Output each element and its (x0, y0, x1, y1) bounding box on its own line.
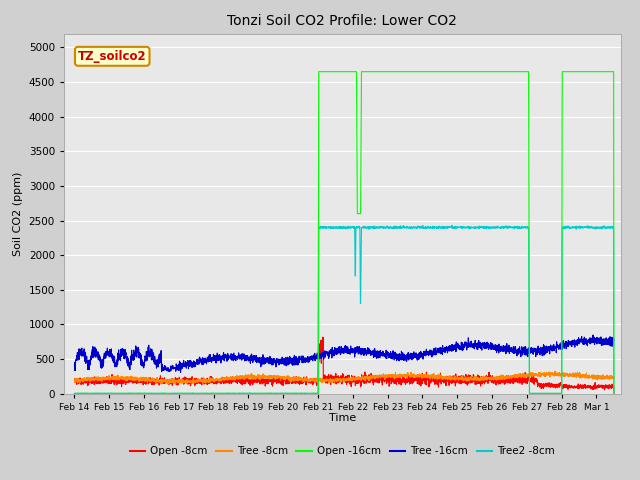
X-axis label: Time: Time (329, 413, 356, 423)
Legend: Open -8cm, Tree -8cm, Open -16cm, Tree -16cm, Tree2 -8cm: Open -8cm, Tree -8cm, Open -16cm, Tree -… (125, 442, 559, 460)
Y-axis label: Soil CO2 (ppm): Soil CO2 (ppm) (13, 171, 23, 256)
Text: TZ_soilco2: TZ_soilco2 (78, 50, 147, 63)
Title: Tonzi Soil CO2 Profile: Lower CO2: Tonzi Soil CO2 Profile: Lower CO2 (227, 14, 458, 28)
